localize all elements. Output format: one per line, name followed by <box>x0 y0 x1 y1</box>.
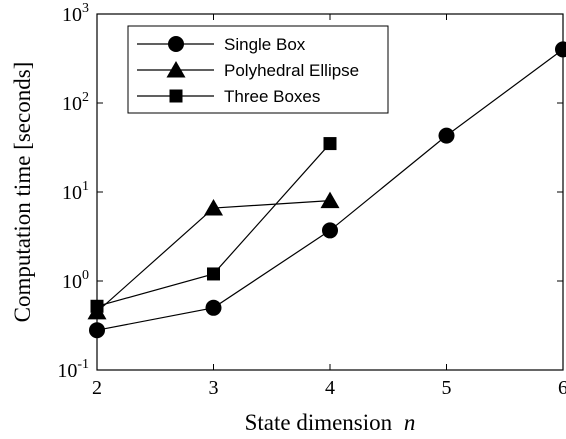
data-point <box>205 299 222 316</box>
y-tick-label: 100 <box>62 268 89 293</box>
y-tick-label: 102 <box>62 90 89 115</box>
legend-entry: Three Boxes <box>137 87 320 106</box>
y-tick-exponent: 3 <box>82 1 89 16</box>
legend-label: Single Box <box>224 35 306 54</box>
y-tick-exponent: 1 <box>82 179 89 194</box>
data-point <box>322 222 338 239</box>
y-tick-base: 10 <box>62 182 82 204</box>
data-point <box>555 41 566 58</box>
x-tick-label: 4 <box>325 377 335 399</box>
y-tick-base: 10 <box>62 271 82 293</box>
data-point <box>89 322 105 339</box>
data-point <box>438 127 455 144</box>
y-tick-base: 10 <box>57 360 77 382</box>
y-tick-base: 10 <box>62 4 82 26</box>
legend-entry: Single Box <box>137 35 306 54</box>
x-axis-title-text: State dimension <box>245 410 393 435</box>
x-tick-label: 3 <box>209 377 219 399</box>
legend-marker <box>169 89 183 103</box>
series-circle <box>89 41 566 339</box>
legend-entry: Polyhedral Ellipse <box>137 61 359 80</box>
x-tick-label: 6 <box>558 377 566 399</box>
data-point <box>320 191 340 209</box>
data-point <box>90 299 104 313</box>
legend-label: Three Boxes <box>224 87 320 106</box>
y-axis-title: Computation time [seconds] <box>10 62 35 323</box>
y-tick-label: 10-1 <box>57 357 89 382</box>
series-square <box>90 137 337 313</box>
x-tick-label: 5 <box>442 377 452 399</box>
data-point <box>207 267 220 281</box>
y-tick-exponent: -1 <box>77 357 89 372</box>
y-tick-exponent: 0 <box>82 268 89 283</box>
y-tick-label: 101 <box>62 179 89 204</box>
x-tick-label: 2 <box>92 377 102 399</box>
legend-label: Polyhedral Ellipse <box>224 61 359 80</box>
y-tick-exponent: 2 <box>82 90 89 105</box>
series-layer <box>87 41 566 339</box>
legend: Single Box Polyhedral Ellipse Three Boxes <box>127 25 389 114</box>
data-point <box>323 137 337 151</box>
y-tick-base: 10 <box>62 93 82 115</box>
legend-marker <box>166 61 186 78</box>
x-axis-title-var: n <box>404 410 416 435</box>
legend-marker <box>168 36 184 52</box>
x-axis-title: State dimension n <box>245 410 416 435</box>
y-tick-label: 103 <box>62 1 89 26</box>
data-point <box>204 199 223 216</box>
